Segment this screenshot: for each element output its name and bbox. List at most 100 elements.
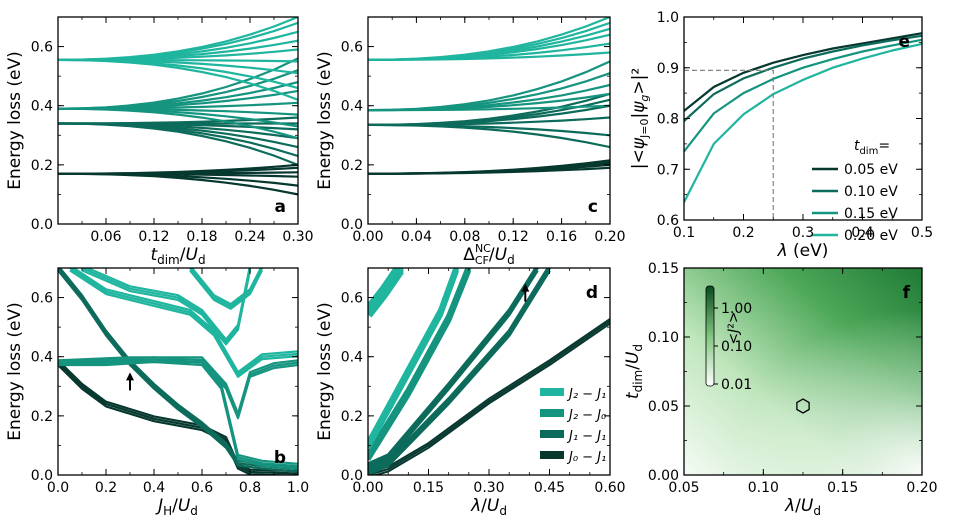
x-tick-label: 0.20 — [594, 229, 625, 245]
panel-e: e tdim= 0.05 eV 0.10 eV 0.15 eV 0.20 eV 0.1 0.2… — [629, 10, 933, 261]
y-tick-label: 0.4 — [31, 99, 53, 115]
spectral-line — [368, 123, 610, 149]
spectral-line — [58, 269, 298, 473]
y-tick-label: 0.4 — [31, 350, 53, 366]
spectral-line — [84, 268, 251, 341]
x-tick-label: 0.12 — [138, 229, 169, 245]
legend-label: 0.05 eV — [844, 162, 898, 178]
spectral-line — [69, 269, 298, 378]
legend-label: 0.15 eV — [844, 206, 898, 222]
colorbar-tick-label: 0.10 — [721, 339, 752, 355]
data-series — [684, 32, 922, 112]
x-axis-label: λ/Ud — [470, 496, 507, 518]
x-tick-label: 0.6 — [191, 480, 213, 496]
spectral-line — [372, 322, 610, 475]
heatmap-field-overlay — [684, 268, 922, 475]
spectral-line — [368, 268, 459, 445]
x-tick-label: 0.0 — [47, 480, 69, 496]
x-tick-label: 1.0 — [287, 480, 309, 496]
y-tick-label: 0.4 — [341, 350, 363, 366]
spectral-line — [368, 268, 405, 313]
x-tick-label: 0.24 — [234, 229, 265, 245]
x-axis-label: λ (eV) — [777, 241, 829, 261]
x-tick-label: 0.05 — [668, 480, 699, 496]
y-tick-label: 0.2 — [341, 409, 363, 425]
x-tick-label: 0.2 — [95, 480, 117, 496]
plot-area — [58, 268, 298, 475]
legend-label: J₀ − J₁ — [566, 450, 606, 465]
plot-area — [368, 17, 610, 175]
data-series — [684, 42, 922, 203]
x-tick-label: 0.00 — [352, 229, 383, 245]
colorbar-label: <J²> — [726, 311, 742, 344]
spectral-line — [58, 163, 298, 175]
spectral-line — [58, 17, 298, 61]
x-tick-label: 0.06 — [90, 229, 121, 245]
spectral-line — [58, 360, 298, 470]
spectral-line — [81, 269, 252, 346]
y-tick-label: 0.7 — [657, 162, 679, 178]
x-tick-label: 0.4 — [143, 480, 165, 496]
x-axis-label: JH/Ud — [155, 496, 198, 518]
y-axis-label: Energy loss (eV) — [5, 302, 25, 441]
y-tick-label: 1.0 — [657, 10, 679, 26]
spectral-line — [190, 268, 263, 306]
legend-label: 0.10 eV — [844, 184, 898, 200]
x-tick-label: 0.5 — [911, 225, 933, 241]
legend-label: J₁ − J₁ — [566, 429, 606, 444]
x-tick-label: 0.08 — [449, 229, 480, 245]
x-tick-label: 0.3 — [792, 225, 814, 241]
panel-label: f — [903, 283, 911, 303]
marker-hexagon — [796, 398, 810, 414]
legend-swatch — [540, 451, 564, 459]
spectral-line — [368, 268, 538, 466]
x-tick-label: 0.45 — [534, 480, 565, 496]
panel-label: c — [588, 197, 598, 217]
panel-label: e — [898, 32, 910, 52]
spectral-line — [368, 268, 471, 457]
x-axis-label: λ/Ud — [784, 496, 821, 518]
legend-swatch — [540, 430, 564, 438]
spectral-line — [58, 356, 298, 415]
y-tick-label: 0.2 — [31, 409, 53, 425]
x-tick-label: 0.00 — [352, 480, 383, 496]
x-tick-label: 0.2 — [732, 225, 754, 241]
panel-b: b0.0 0.2 0.4 0.6 0.8 1.00.00.20.40.6JH/UdEner… — [5, 267, 309, 518]
x-axis-label: tdim/Ud — [150, 245, 205, 267]
spectral-line — [368, 159, 610, 175]
y-tick-label: 0.6 — [341, 291, 363, 307]
y-axis-label: Energy loss (eV) — [315, 51, 335, 190]
arrow-head — [126, 372, 134, 381]
panel-f: 1.000.100.01<J²>f0.05 0.10 0.15 0.200.000.0… — [623, 261, 938, 518]
spectral-line — [58, 57, 298, 110]
legend-title: tdim= — [854, 138, 890, 157]
x-tick-label: 0.8 — [239, 480, 261, 496]
spectral-line — [58, 364, 298, 475]
spectral-line — [58, 89, 298, 110]
legend-swatch — [540, 409, 564, 417]
x-tick-label: 0.15 — [827, 480, 858, 496]
y-axis-label: tdim/Ud — [623, 344, 645, 399]
y-tick-label: 0.0 — [31, 217, 53, 233]
x-tick-label: 0.15 — [413, 480, 444, 496]
x-tick-label: 0.30 — [473, 480, 504, 496]
colorbar — [705, 285, 715, 387]
reference-line — [684, 69, 774, 220]
plot-area — [684, 268, 922, 475]
panel-d: d J₂ − J₁ J₂ − J₀ J₁ − J₁ J₀ − J₁ 0.00 0.15 0.3… — [315, 267, 626, 518]
y-tick-label: 0.6 — [341, 40, 363, 56]
x-tick-label: 0.20 — [906, 480, 937, 496]
spectral-line — [368, 92, 610, 126]
y-tick-label: 0.0 — [341, 217, 363, 233]
data-series — [684, 38, 922, 153]
x-tick-label: 0.4 — [851, 225, 873, 241]
x-axis-label: ΔNC CF/Ud — [463, 242, 514, 267]
panel-label: b — [274, 448, 286, 468]
spectral-line — [58, 359, 298, 473]
x-tick-label: 0.18 — [186, 229, 217, 245]
colorbar-tick-label: 1.00 — [721, 301, 752, 317]
x-tick-label: 0.12 — [498, 229, 529, 245]
y-axis-label: |<ψJ=0|ψg>|² — [629, 68, 651, 169]
y-tick-label: 0.6 — [657, 213, 679, 229]
x-tick-label: 0.04 — [401, 229, 432, 245]
